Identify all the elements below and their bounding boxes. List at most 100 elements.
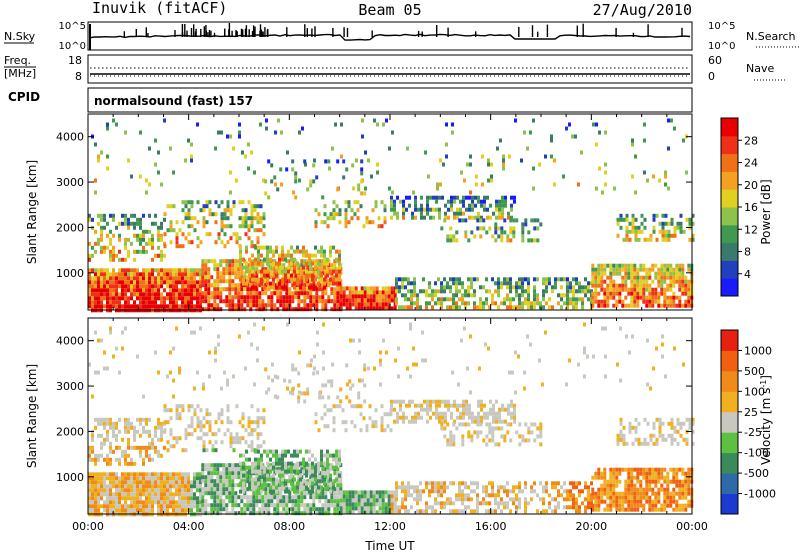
range-gate-cell [492, 211, 495, 216]
range-gate-cell [357, 187, 361, 192]
range-gate-cell [163, 496, 166, 501]
range-gate-cell [154, 300, 157, 305]
range-gate-cell [196, 292, 199, 297]
range-gate-cell [679, 225, 683, 230]
range-gate-cell [175, 240, 179, 245]
range-gate-cell [255, 295, 259, 300]
range-gate-cell [506, 481, 509, 486]
range-gate-cell [642, 275, 646, 280]
range-gate-cell [606, 295, 610, 300]
range-gate-cell [336, 267, 340, 272]
range-gate-cell [419, 305, 422, 310]
range-gate-cell [672, 467, 676, 472]
range-gate-cell [654, 471, 658, 476]
range-gate-cell [344, 200, 348, 205]
range-gate-cell [169, 504, 172, 509]
range-gate-cell [281, 485, 284, 490]
range-gate-cell [628, 237, 632, 242]
range-gate-cell [240, 511, 244, 516]
range-gate-cell [94, 288, 97, 293]
range-gate-cell [187, 200, 191, 205]
range-gate-cell [216, 283, 220, 288]
range-gate-cell [652, 225, 656, 230]
range-gate-cell [181, 208, 185, 213]
range-gate-cell [175, 488, 178, 493]
range-gate-cell [437, 301, 440, 306]
range-gate-cell [181, 296, 184, 301]
range-gate-cell [467, 289, 470, 294]
range-gate-cell [315, 507, 319, 512]
range-gate-cell [506, 501, 509, 506]
range-gate-cell [112, 449, 115, 454]
range-gate-cell [399, 199, 402, 204]
range-gate-cell [616, 221, 620, 226]
range-gate-cell [214, 440, 218, 445]
range-gate-cell [681, 291, 685, 296]
range-gate-cell [228, 475, 232, 480]
range-gate-cell [260, 269, 263, 274]
range-gate-cell [181, 480, 184, 485]
range-gate-cell [678, 263, 682, 268]
range-gate-cell [184, 448, 188, 453]
range-gate-cell [240, 479, 244, 484]
colorbar-tick-label: 8 [744, 246, 751, 259]
range-gate-cell [381, 286, 385, 291]
range-gate-cell [470, 281, 473, 286]
range-gate-cell [388, 186, 391, 191]
range-gate-cell [148, 441, 151, 446]
range-gate-cell [94, 300, 97, 305]
range-gate-cell [521, 281, 524, 286]
range-gate-cell [254, 281, 257, 286]
range-gate-cell [627, 471, 631, 476]
range-gate-cell [331, 146, 334, 151]
range-gate-cell [591, 291, 595, 296]
range-gate-cell [326, 457, 329, 462]
range-gate-cell [263, 257, 266, 262]
range-gate-cell [468, 207, 471, 212]
range-gate-cell [160, 182, 163, 187]
range-gate-cell [142, 500, 145, 505]
range-gate-cell [458, 481, 461, 486]
range-gate-cell [651, 475, 655, 480]
range-gate-cell [443, 501, 446, 506]
range-gate-cell [309, 299, 313, 304]
range-gate-cell [645, 271, 649, 276]
range-gate-cell [94, 476, 97, 481]
range-gate-cell [109, 288, 112, 293]
range-gate-cell [645, 267, 649, 272]
range-gate-cell [97, 276, 100, 281]
range-gate-cell [456, 215, 459, 220]
range-gate-cell [554, 277, 557, 282]
range-gate-cell [368, 416, 372, 421]
range-gate-cell [210, 503, 214, 508]
range-gate-cell [210, 491, 214, 496]
range-gate-cell [660, 507, 664, 512]
range-gate-cell [658, 229, 662, 234]
range-gate-cell [88, 268, 91, 273]
range-gate-cell [255, 267, 259, 272]
range-gate-cell [333, 299, 337, 304]
range-gate-cell [663, 475, 667, 480]
range-gate-cell [569, 281, 572, 286]
range-gate-cell [513, 195, 516, 200]
range-gate-cell [481, 154, 484, 159]
range-gate-cell [360, 498, 364, 503]
range-gate-cell [639, 487, 643, 492]
range-gate-cell [527, 293, 530, 298]
range-gate-cell [220, 440, 224, 445]
range-gate-cell [440, 505, 443, 510]
range-gate-cell [290, 453, 293, 458]
range-gate-cell [305, 481, 308, 486]
range-gate-cell [495, 215, 498, 220]
range-gate-cell [238, 420, 242, 425]
range-gate-cell [249, 499, 253, 504]
range-gate-cell [130, 292, 133, 297]
range-gate-cell [402, 207, 405, 212]
range-gate-cell [299, 477, 302, 482]
range-gate-cell [533, 238, 537, 243]
range-gate-cell [235, 236, 239, 241]
range-gate-cell [281, 253, 284, 258]
range-gate-cell [636, 283, 640, 288]
range-gate-cell [178, 244, 182, 249]
range-gate-cell [201, 463, 205, 468]
